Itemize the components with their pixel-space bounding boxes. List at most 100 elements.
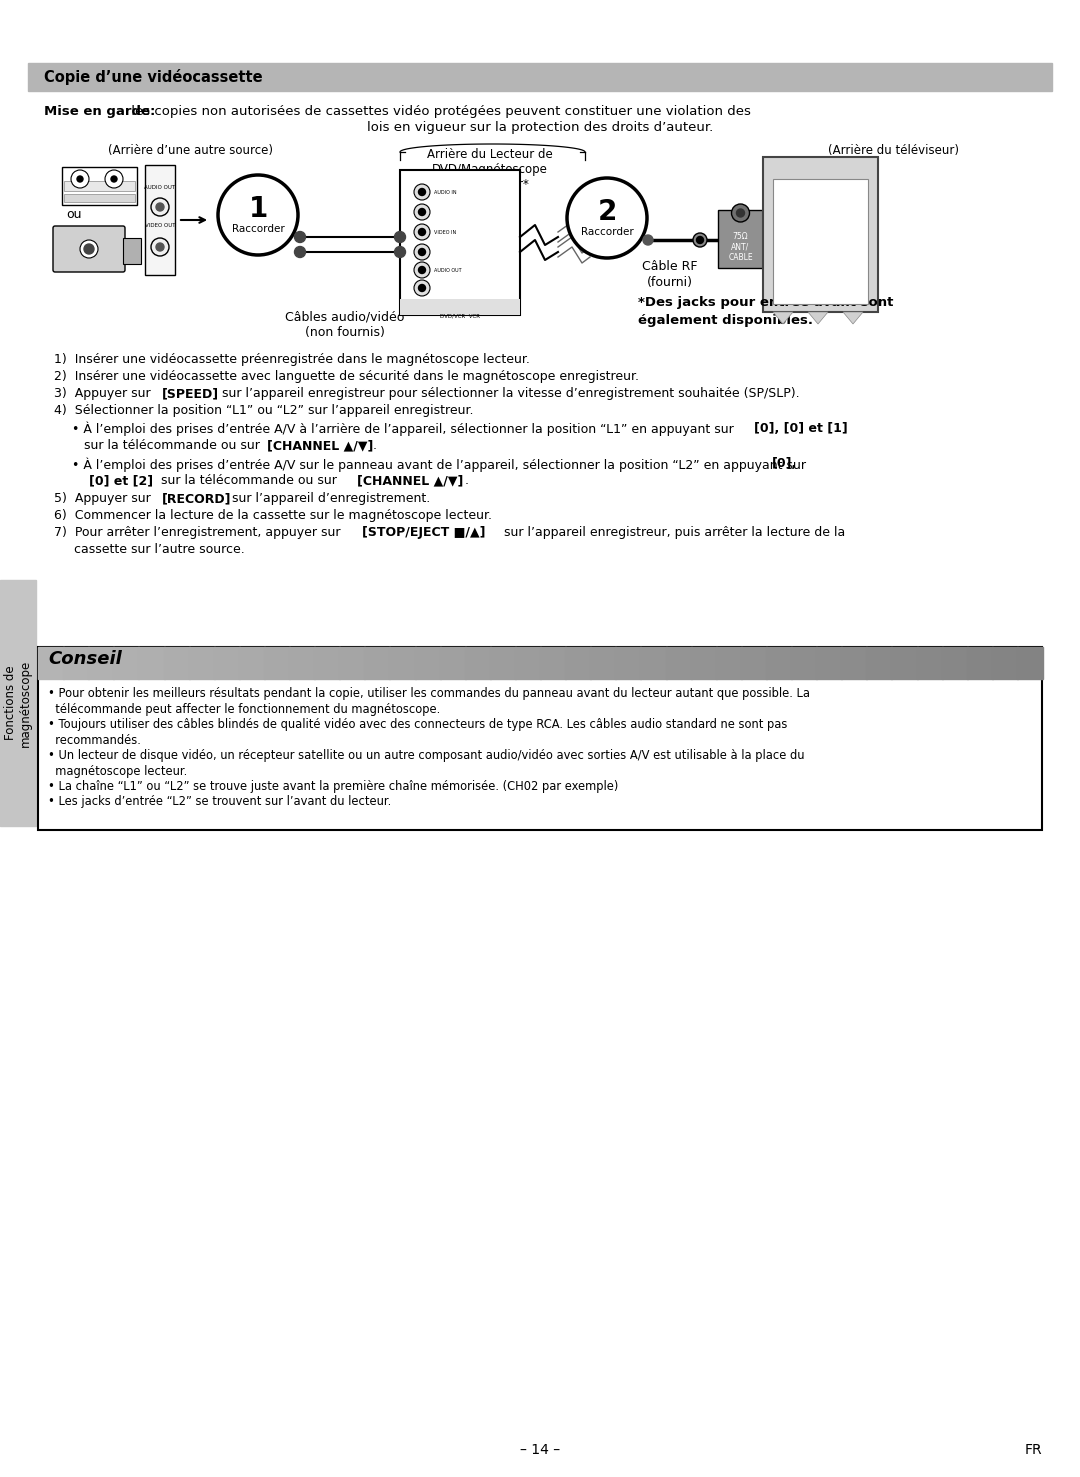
Text: VIDEO OUT: VIDEO OUT xyxy=(145,223,175,227)
Circle shape xyxy=(697,236,703,244)
Text: [0],: [0], xyxy=(772,456,797,470)
Bar xyxy=(791,647,818,679)
Text: enregistreur*: enregistreur* xyxy=(450,179,529,191)
Text: Fonctions de
magnétoscope: Fonctions de magnétoscope xyxy=(4,659,32,747)
Text: 6)  Commencer la lecture de la cassette sur le magnétoscope lecteur.: 6) Commencer la lecture de la cassette s… xyxy=(54,510,492,521)
Circle shape xyxy=(414,281,430,295)
Bar xyxy=(640,647,666,679)
Circle shape xyxy=(156,202,164,211)
Bar xyxy=(690,647,717,679)
Bar xyxy=(138,647,164,679)
Text: Mise en garde:: Mise en garde: xyxy=(44,105,156,118)
Text: [SPEED]: [SPEED] xyxy=(162,387,219,400)
Polygon shape xyxy=(843,312,863,323)
Text: 4)  Sélectionner la position “L1” ou “L2” sur l’appareil enregistreur.: 4) Sélectionner la position “L1” ou “L2”… xyxy=(54,405,473,417)
Circle shape xyxy=(419,248,426,256)
Text: AUDIO OUT: AUDIO OUT xyxy=(434,267,461,272)
Bar xyxy=(866,647,892,679)
Text: – 14 –: – 14 – xyxy=(519,1443,561,1456)
Text: 1)  Insérer une vidéocassette préenregistrée dans le magnétoscope lecteur.: 1) Insérer une vidéocassette préenregist… xyxy=(54,353,530,366)
Circle shape xyxy=(105,170,123,188)
Text: télécommande peut affecter le fonctionnement du magnétoscope.: télécommande peut affecter le fonctionne… xyxy=(48,703,441,715)
Text: VIDEO IN: VIDEO IN xyxy=(434,229,456,235)
Bar xyxy=(400,298,519,315)
Text: (Arrière du téléviseur): (Arrière du téléviseur) xyxy=(827,143,959,157)
Polygon shape xyxy=(808,312,828,323)
Bar xyxy=(145,165,175,275)
Text: Raccorder: Raccorder xyxy=(581,227,633,236)
Text: • Les jacks d’entrée “L2” se trouvent sur l’avant du lecteur.: • Les jacks d’entrée “L2” se trouvent su… xyxy=(48,796,391,808)
Circle shape xyxy=(419,285,426,291)
Bar xyxy=(314,647,340,679)
Text: • À l’emploi des prises d’entrée A/V sur le panneau avant de l’appareil, sélecti: • À l’emploi des prises d’entrée A/V sur… xyxy=(72,456,810,471)
Bar xyxy=(490,647,516,679)
Circle shape xyxy=(84,244,94,254)
Text: 5)  Appuyer sur: 5) Appuyer sur xyxy=(54,492,154,505)
Text: [0] et [2]: [0] et [2] xyxy=(89,474,153,487)
Circle shape xyxy=(419,229,426,235)
Text: magnétoscope lecteur.: magnétoscope lecteur. xyxy=(48,765,187,777)
Circle shape xyxy=(71,170,89,188)
Bar xyxy=(63,647,90,679)
Circle shape xyxy=(394,247,405,257)
Text: Copie d’une vidéocassette: Copie d’une vidéocassette xyxy=(44,69,262,86)
Bar xyxy=(214,647,240,679)
Text: [CHANNEL ▲/▼]: [CHANNEL ▲/▼] xyxy=(357,474,463,487)
FancyBboxPatch shape xyxy=(53,226,125,272)
Text: Conseil: Conseil xyxy=(48,650,122,668)
Bar xyxy=(163,647,190,679)
Circle shape xyxy=(414,225,430,239)
Text: cassette sur l’autre source.: cassette sur l’autre source. xyxy=(54,544,245,555)
Circle shape xyxy=(643,235,653,245)
Text: 1: 1 xyxy=(248,195,268,223)
Text: (Arrière d’une autre source): (Arrière d’une autre source) xyxy=(108,143,272,157)
Bar xyxy=(390,647,416,679)
Polygon shape xyxy=(773,312,793,323)
Text: recommandés.: recommandés. xyxy=(48,734,140,746)
Circle shape xyxy=(414,244,430,260)
Bar xyxy=(716,647,742,679)
Bar xyxy=(942,647,968,679)
Bar xyxy=(62,167,137,205)
Circle shape xyxy=(394,232,405,242)
Text: sur la télécommande ou sur: sur la télécommande ou sur xyxy=(72,439,264,452)
Circle shape xyxy=(111,176,117,182)
Bar xyxy=(917,647,943,679)
Text: 2)  Insérer une vidéocassette avec languette de sécurité dans le magnétoscope en: 2) Insérer une vidéocassette avec langue… xyxy=(54,371,639,383)
Circle shape xyxy=(77,176,83,182)
Circle shape xyxy=(693,233,707,247)
Text: [0], [0] et [1]: [0], [0] et [1] xyxy=(754,422,848,436)
Circle shape xyxy=(419,189,426,195)
Bar xyxy=(891,647,918,679)
Bar xyxy=(616,647,642,679)
Text: (non fournis): (non fournis) xyxy=(305,326,384,340)
Text: lois en vigueur sur la protection des droits d’auteur.: lois en vigueur sur la protection des dr… xyxy=(367,121,713,134)
Bar xyxy=(967,647,993,679)
Bar xyxy=(339,647,365,679)
Bar xyxy=(440,647,465,679)
Circle shape xyxy=(295,247,306,257)
Bar xyxy=(64,193,135,202)
Text: DVD/VCR  VCR: DVD/VCR VCR xyxy=(440,313,480,318)
Bar xyxy=(1017,647,1043,679)
Text: [CHANNEL ▲/▼]: [CHANNEL ▲/▼] xyxy=(267,439,374,452)
Text: • À l’emploi des prises d’entrée A/V à l’arrière de l’appareil, sélectionner la : • À l’emploi des prises d’entrée A/V à l… xyxy=(72,422,738,437)
Bar xyxy=(239,647,265,679)
Text: AUDIO OUT: AUDIO OUT xyxy=(145,185,176,191)
Bar xyxy=(515,647,541,679)
Bar xyxy=(189,647,215,679)
Text: sur l’appareil enregistreur pour sélectionner la vitesse d’enregistrement souhai: sur l’appareil enregistreur pour sélecti… xyxy=(218,387,799,400)
Bar xyxy=(38,647,1042,830)
Text: • Un lecteur de disque vidéo, un récepteur satellite ou un autre composant audio: • Un lecteur de disque vidéo, un récepte… xyxy=(48,749,805,762)
Bar xyxy=(741,647,767,679)
Bar xyxy=(718,210,762,267)
Circle shape xyxy=(156,244,164,251)
Bar xyxy=(64,182,135,191)
Bar xyxy=(38,647,64,679)
Text: [RECORD]: [RECORD] xyxy=(162,492,231,505)
Bar xyxy=(590,647,617,679)
Circle shape xyxy=(731,204,750,222)
Bar xyxy=(415,647,441,679)
Bar xyxy=(565,647,591,679)
Text: 2: 2 xyxy=(597,198,617,226)
